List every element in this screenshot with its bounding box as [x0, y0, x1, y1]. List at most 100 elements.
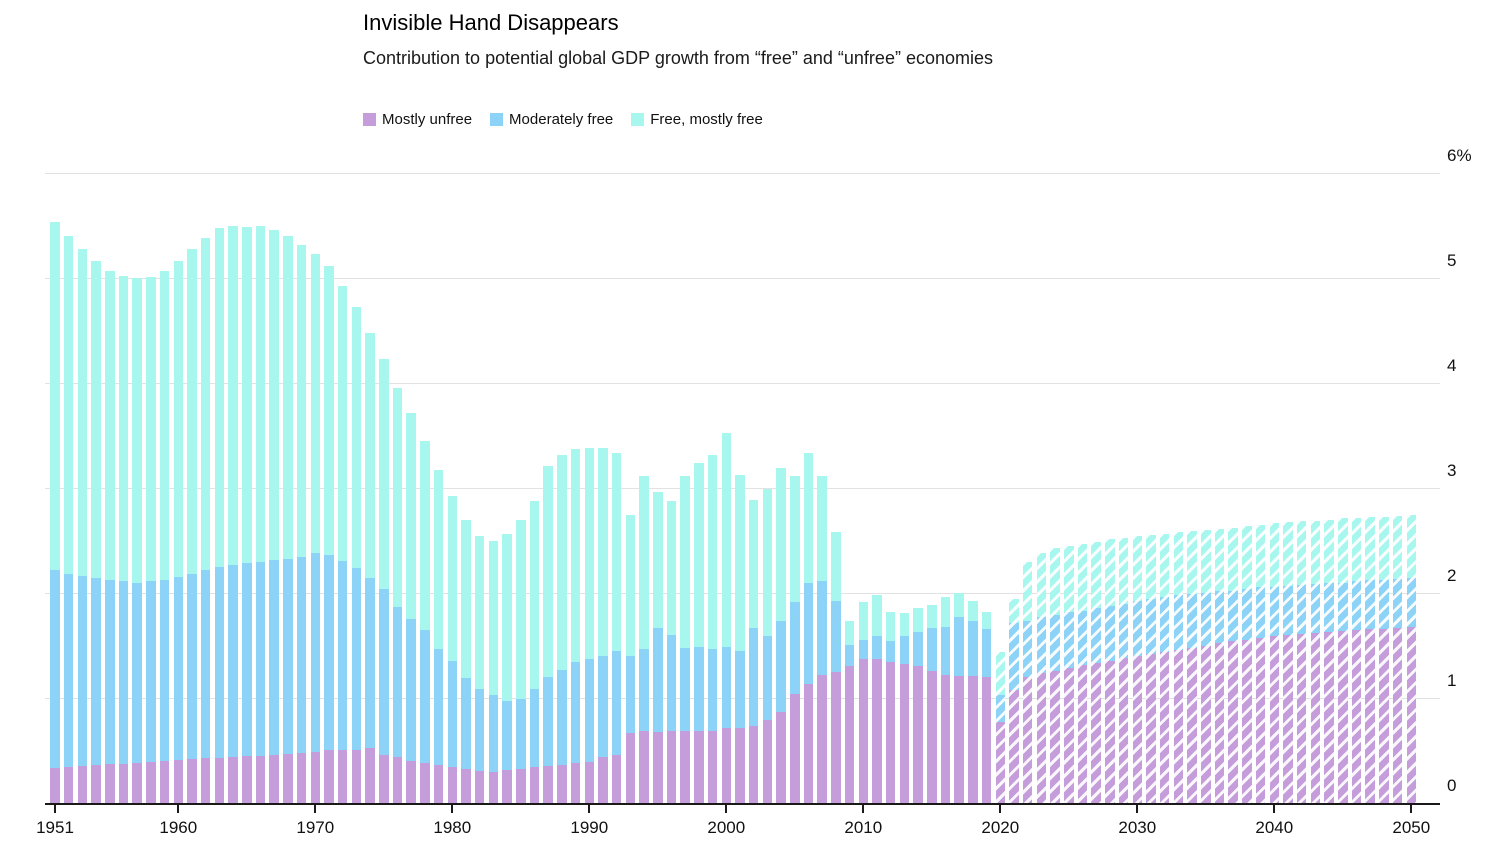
bar-segment-mostly-unfree [776, 711, 786, 803]
bar-segment-mostly-unfree [146, 762, 156, 803]
bar-segment-free-mostly-free [132, 278, 142, 583]
bar-segment-mostly-unfree [379, 754, 389, 803]
bar-1960 [173, 261, 184, 803]
bar-segment-mostly-unfree [214, 757, 225, 803]
bar-segment-moderately-free [885, 641, 896, 663]
bar-segment-free-mostly-free [927, 604, 937, 628]
bar-segment-free-mostly-free [324, 266, 334, 556]
bar-segment-moderately-free [666, 635, 677, 731]
bar-2032 [1159, 534, 1170, 803]
bar-segment-mostly-unfree [1310, 632, 1321, 803]
bar-segment-mostly-unfree [324, 750, 334, 803]
bar-1968 [283, 236, 293, 803]
bar-segment-moderately-free [721, 646, 732, 729]
bar-segment-free-mostly-free [557, 455, 567, 670]
bar-segment-mostly-unfree [872, 659, 882, 803]
bar-1957 [132, 278, 142, 803]
bar-2045 [1338, 518, 1348, 803]
free-mostly-free-swatch-icon [631, 113, 645, 126]
bar-segment-moderately-free [118, 581, 129, 765]
bar-segment-mostly-unfree [132, 763, 142, 803]
bar-1986 [529, 500, 540, 803]
bar-segment-mostly-unfree [1036, 672, 1047, 803]
bar-segment-moderately-free [502, 701, 512, 771]
bar-segment-mostly-unfree [420, 763, 430, 803]
bar-segment-moderately-free [200, 569, 211, 758]
bar-segment-free-mostly-free [91, 261, 101, 579]
bar-segment-mostly-unfree [653, 731, 663, 803]
bar-segment-mostly-unfree [1255, 638, 1266, 803]
bar-segment-free-mostly-free [570, 449, 581, 663]
bar-segment-mostly-unfree [735, 728, 745, 803]
x-axis-label: 1980 [433, 818, 472, 837]
bar-segment-free-mostly-free [1283, 521, 1293, 586]
bar-2046 [1351, 518, 1362, 803]
x-axis-label: 2040 [1255, 818, 1294, 837]
bar-segment-mostly-unfree [557, 765, 567, 803]
bar-segment-free-mostly-free [420, 440, 430, 630]
bar-segment-mostly-unfree [91, 765, 101, 803]
gridline [45, 383, 1440, 384]
bar-2015 [927, 604, 937, 803]
bar-segment-mostly-unfree [118, 764, 129, 803]
bar-1992 [611, 453, 622, 803]
bar-segment-free-mostly-free [1091, 541, 1101, 608]
bar-segment-free-mostly-free [1022, 561, 1033, 622]
bar-1991 [598, 448, 608, 803]
bar-segment-free-mostly-free [1406, 515, 1417, 579]
bar-segment-mostly-unfree [598, 756, 608, 803]
bar-segment-free-mostly-free [105, 270, 115, 581]
bar-segment-moderately-free [159, 580, 170, 761]
bar-segment-free-mostly-free [1146, 535, 1156, 600]
bar-segment-mostly-unfree [187, 758, 197, 803]
bar-2003 [762, 489, 773, 803]
bar-2026 [1077, 543, 1088, 804]
bar-segment-free-mostly-free [50, 222, 60, 570]
bar-segment-moderately-free [968, 621, 978, 676]
bar-1972 [337, 286, 348, 803]
bar-segment-mostly-unfree [105, 764, 115, 803]
bar-segment-free-mostly-free [1036, 553, 1047, 618]
bar-segment-mostly-unfree [1214, 643, 1225, 803]
bar-segment-moderately-free [557, 669, 567, 766]
bar-segment-mostly-unfree [954, 675, 964, 803]
bar-segment-free-mostly-free [817, 476, 827, 582]
bar-1965 [242, 226, 252, 803]
bar-segment-moderately-free [776, 621, 786, 712]
bar-segment-mostly-unfree [1118, 658, 1129, 803]
bar-segment-free-mostly-free [1173, 532, 1184, 596]
bar-1999 [707, 455, 718, 803]
bar-segment-mostly-unfree [1146, 653, 1156, 803]
bar-segment-moderately-free [1269, 586, 1280, 637]
bar-segment-moderately-free [214, 566, 225, 758]
bar-segment-free-mostly-free [981, 611, 992, 629]
bar-2029 [1118, 538, 1129, 803]
legend-item-mostly-unfree: Mostly unfree [363, 111, 472, 128]
bar-2000 [721, 433, 732, 803]
bar-segment-mostly-unfree [228, 756, 238, 803]
bar-segment-mostly-unfree [63, 767, 74, 803]
bar-segment-mostly-unfree [461, 769, 471, 803]
bar-segment-mostly-unfree [1077, 665, 1088, 803]
bar-1980 [447, 496, 458, 803]
bar-segment-free-mostly-free [844, 621, 855, 646]
bar-segment-free-mostly-free [1009, 599, 1019, 624]
bar-segment-free-mostly-free [392, 388, 403, 607]
bar-1962 [200, 238, 211, 803]
bar-segment-free-mostly-free [954, 593, 964, 618]
y-axis-label: 5 [1447, 251, 1457, 270]
bar-segment-mostly-unfree [981, 676, 992, 803]
bar-segment-mostly-unfree [1022, 677, 1033, 803]
bar-1970 [310, 253, 321, 803]
bar-segment-mostly-unfree [748, 726, 759, 803]
bar-segment-moderately-free [899, 636, 910, 665]
bar-segment-mostly-unfree [283, 753, 293, 803]
bar-segment-mostly-unfree [913, 666, 923, 803]
bar-1978 [420, 440, 430, 803]
bar-segment-moderately-free [954, 617, 964, 676]
bar-segment-moderately-free [77, 576, 88, 767]
mostly-unfree-swatch-icon [363, 113, 376, 126]
bar-2014 [913, 607, 923, 803]
bar-segment-mostly-unfree [351, 750, 362, 803]
bar-segment-moderately-free [625, 656, 636, 733]
